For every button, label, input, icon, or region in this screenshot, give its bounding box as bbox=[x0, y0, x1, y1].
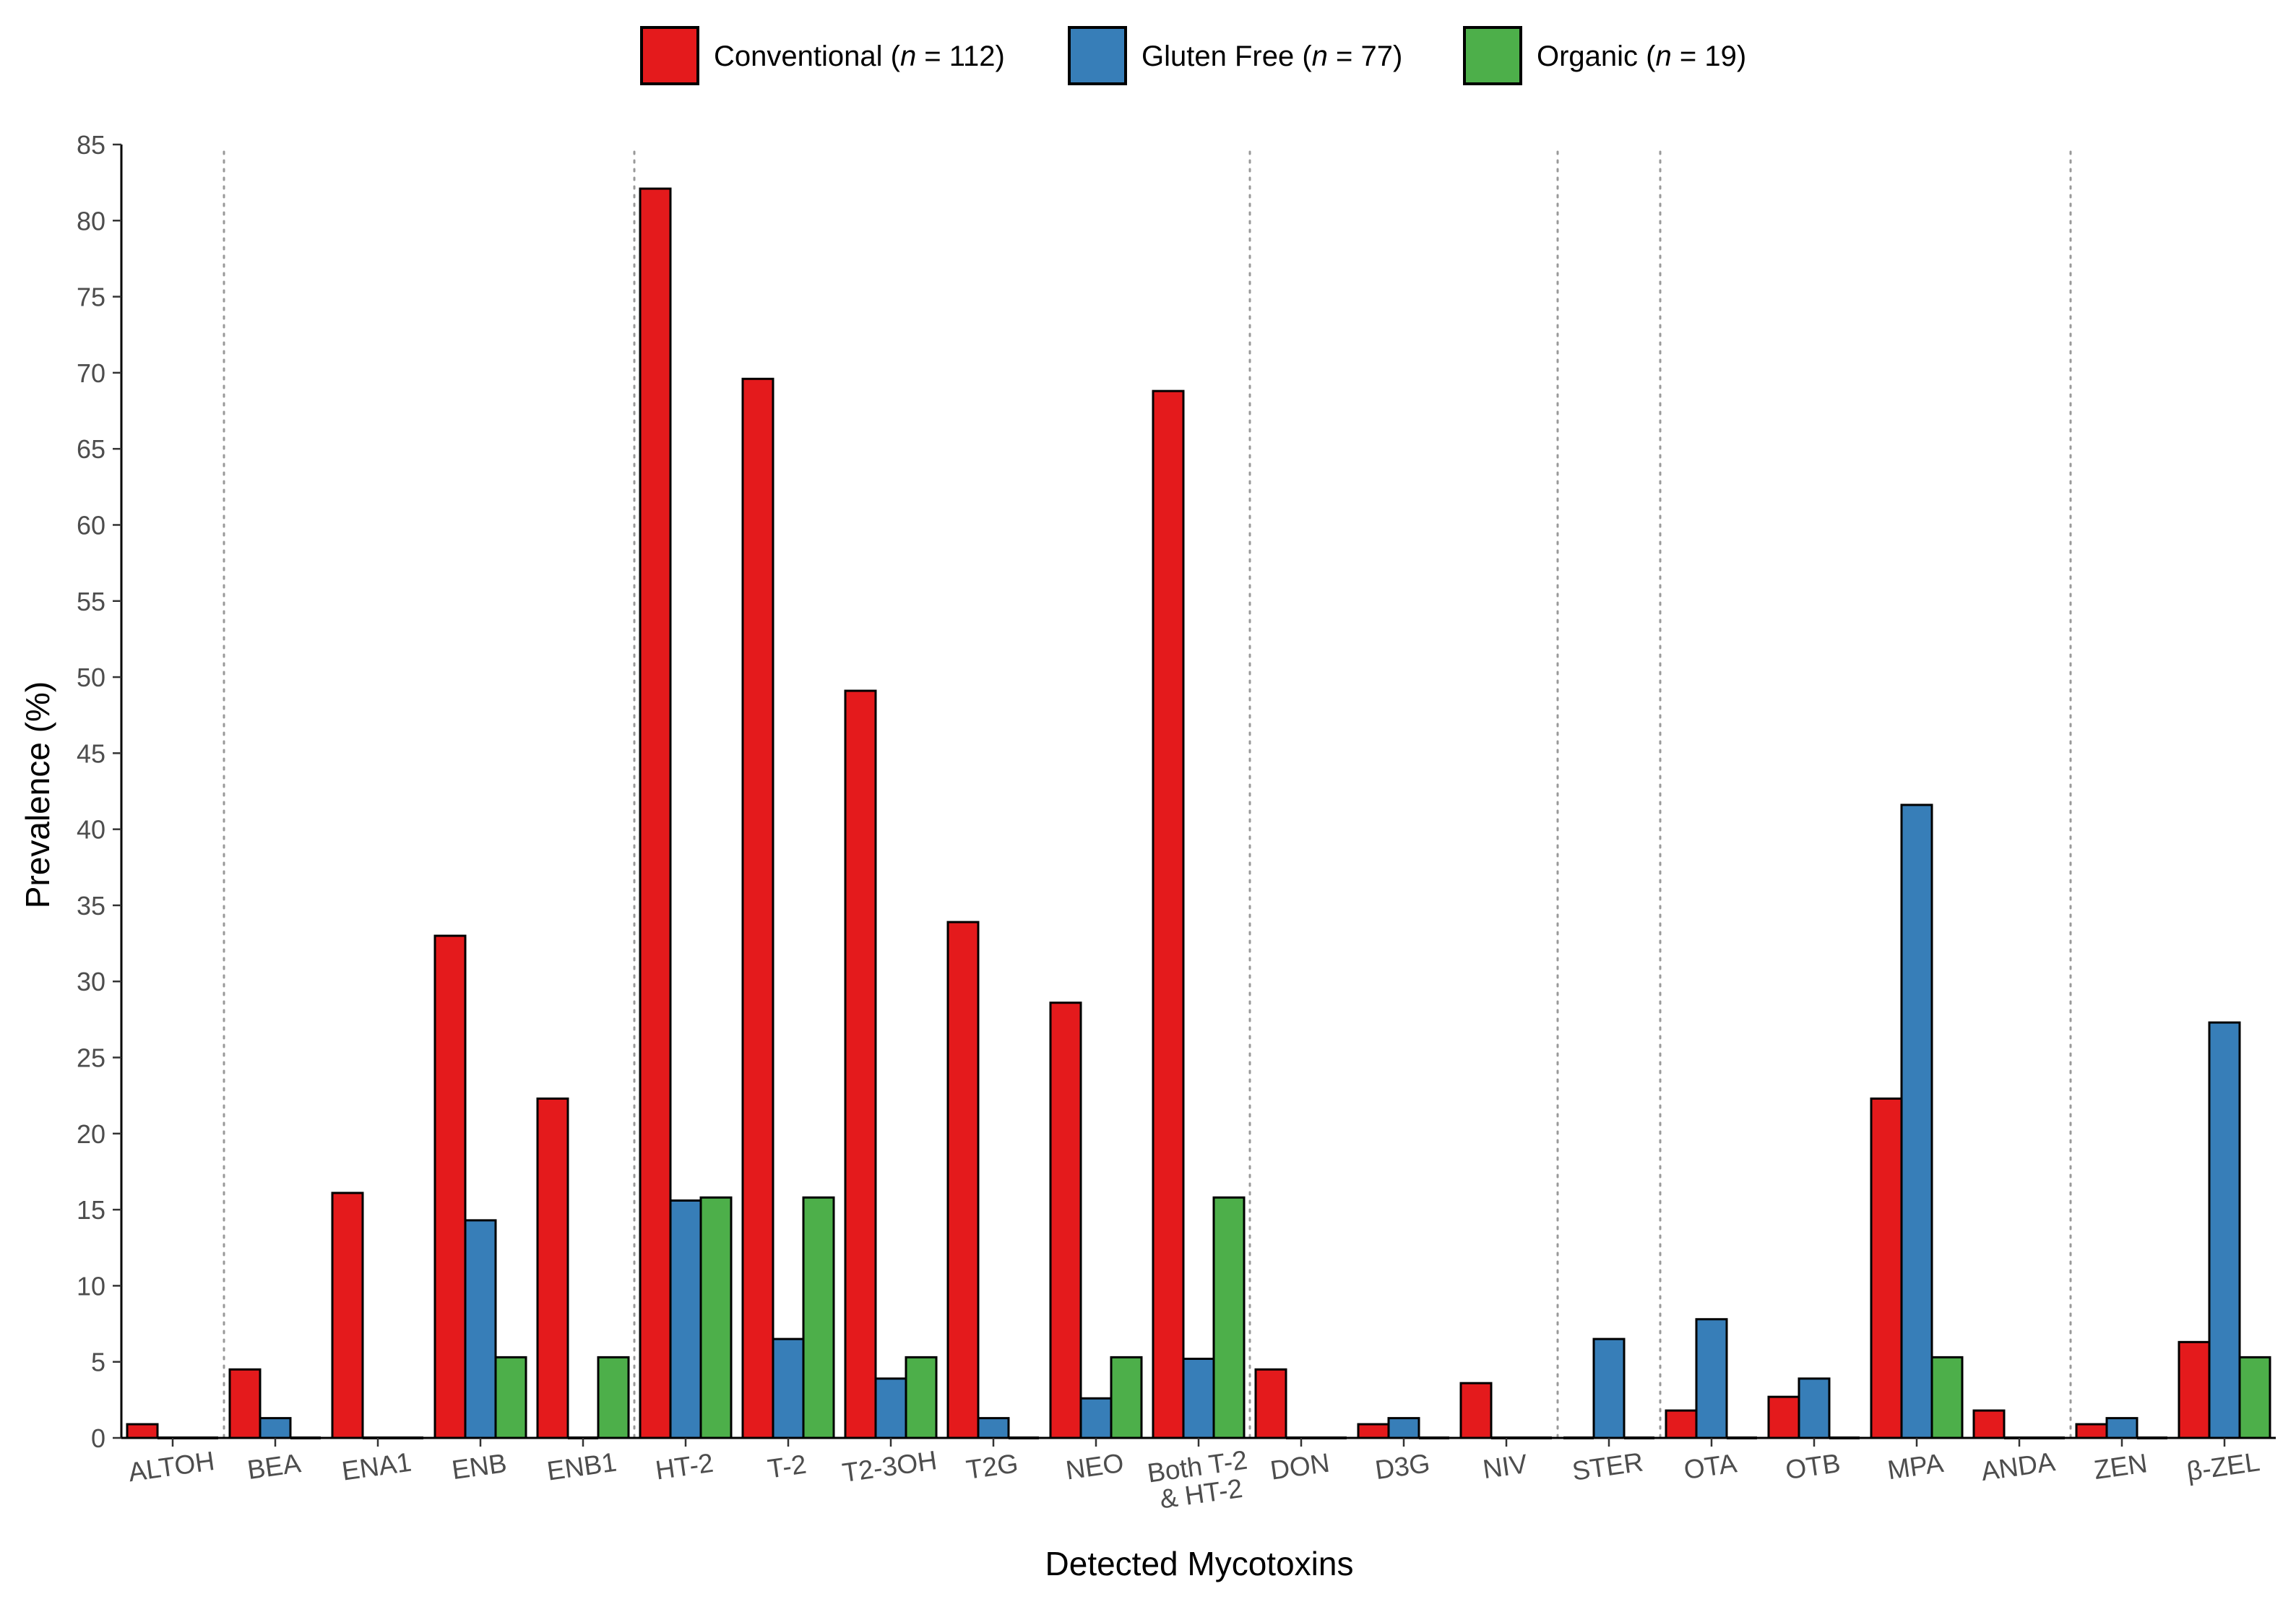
x-tick-label: NIV bbox=[1481, 1449, 1529, 1484]
y-tick-label: 30 bbox=[77, 967, 105, 996]
bar-conventional bbox=[1870, 1097, 1903, 1439]
legend: Conventional (n = 112) Gluten Free (n = 7… bbox=[640, 26, 1746, 85]
bar-organic bbox=[494, 1356, 527, 1439]
bar-conventional bbox=[331, 1192, 364, 1439]
bars bbox=[126, 187, 2271, 1439]
y-tick-label: 50 bbox=[77, 663, 105, 692]
bar-organic bbox=[699, 1196, 733, 1439]
x-tick-label: T-2 bbox=[766, 1449, 808, 1484]
y-tick-label: 70 bbox=[77, 358, 105, 388]
bar-conventional bbox=[741, 377, 774, 1439]
y-tick-label: 45 bbox=[77, 738, 105, 768]
x-tick-label: MPA bbox=[1886, 1448, 1946, 1485]
y-tick-label: 60 bbox=[77, 510, 105, 540]
bar-conventional bbox=[946, 921, 980, 1439]
y-tick-label: 40 bbox=[77, 815, 105, 845]
x-axis-title: Detected Mycotoxins bbox=[1045, 1545, 1354, 1582]
x-tick-label: T2G bbox=[964, 1448, 1020, 1485]
y-tick-label: 85 bbox=[77, 130, 105, 160]
bar-organic bbox=[1212, 1196, 1246, 1439]
x-tick-label: ENB1 bbox=[545, 1447, 618, 1486]
bar-gluten-free bbox=[977, 1417, 1010, 1439]
bar-gluten-free bbox=[2105, 1417, 2139, 1439]
y-tick-label: 0 bbox=[91, 1423, 105, 1453]
bar-gluten-free bbox=[772, 1337, 805, 1439]
bar-gluten-free bbox=[464, 1219, 497, 1439]
legend-swatch-gluten-free bbox=[1068, 26, 1127, 85]
x-tick-label: D3G bbox=[1373, 1448, 1432, 1485]
y-tick-label: 5 bbox=[91, 1348, 105, 1377]
bar-conventional bbox=[1665, 1409, 1698, 1439]
bar-organic bbox=[1930, 1356, 1964, 1439]
y-tick-label: 35 bbox=[77, 891, 105, 921]
x-tick-label: DON bbox=[1269, 1448, 1332, 1486]
bar-conventional bbox=[126, 1423, 159, 1439]
bar-conventional bbox=[1767, 1395, 1800, 1439]
y-axis: 0 5 10 15 20 25 30 35 40 45 50 55 60 65 70 75 80 85 bbox=[77, 130, 123, 1453]
bar-conventional bbox=[1972, 1409, 2006, 1439]
bar-conventional bbox=[433, 934, 467, 1439]
bar-gluten-free bbox=[1387, 1417, 1420, 1439]
y-tick-label: 10 bbox=[77, 1271, 105, 1301]
bar-gluten-free bbox=[259, 1417, 292, 1439]
x-tick-label: ZEN bbox=[2092, 1448, 2149, 1485]
bar-conventional bbox=[228, 1368, 262, 1439]
bar-organic bbox=[1110, 1356, 1143, 1439]
bar-gluten-free bbox=[2208, 1021, 2241, 1439]
legend-label: Conventional (n = 112) bbox=[714, 40, 1005, 72]
y-tick-label: 55 bbox=[77, 587, 105, 616]
bar-conventional bbox=[536, 1097, 569, 1439]
x-tick-label: BEA bbox=[246, 1448, 303, 1485]
y-tick-label: 80 bbox=[77, 206, 105, 236]
bar-conventional bbox=[844, 689, 877, 1439]
x-tick-label: ENB bbox=[450, 1448, 509, 1485]
x-tick-label: Both T-2& HT-2 bbox=[1145, 1445, 1253, 1516]
x-tick-label: OTB bbox=[1784, 1448, 1842, 1485]
y-axis-title: Prevalence (%) bbox=[19, 681, 56, 908]
x-tick-label: β-ZEL bbox=[2185, 1447, 2261, 1486]
y-tick-label: 25 bbox=[77, 1043, 105, 1073]
bar-gluten-free bbox=[1900, 804, 1933, 1439]
y-tick-label: 65 bbox=[77, 434, 105, 464]
bar-gluten-free bbox=[1695, 1318, 1728, 1439]
x-tick-label: HT-2 bbox=[654, 1448, 715, 1486]
y-tick-label: 20 bbox=[77, 1119, 105, 1149]
legend-swatch-conventional bbox=[640, 26, 699, 85]
x-tick-label: ANDA bbox=[1980, 1447, 2058, 1486]
x-axis: ALTOH BEA ENA1 ENB ENB1 HT-2 T-2 T2-3OH T2G NEO Bo… bbox=[121, 1436, 2276, 1516]
bar-gluten-free bbox=[1182, 1357, 1215, 1439]
bar-conventional bbox=[1049, 1001, 1082, 1439]
x-tick-label: NEO bbox=[1064, 1448, 1126, 1486]
bar-conventional bbox=[639, 187, 672, 1439]
y-tick-label: 75 bbox=[77, 283, 105, 312]
y-tick-label: 15 bbox=[77, 1195, 105, 1225]
x-tick-label: OTA bbox=[1682, 1448, 1739, 1485]
bar-gluten-free bbox=[874, 1377, 907, 1439]
legend-swatch-organic bbox=[1463, 26, 1522, 85]
bar-gluten-free bbox=[1079, 1397, 1113, 1439]
bar-conventional bbox=[1152, 389, 1185, 1439]
bar-organic bbox=[905, 1356, 938, 1439]
x-tick-label: STER bbox=[1571, 1447, 1645, 1486]
bar-conventional bbox=[1357, 1423, 1390, 1439]
bar-conventional bbox=[1254, 1368, 1287, 1439]
bar-organic bbox=[2238, 1356, 2271, 1439]
bar-organic bbox=[802, 1196, 835, 1439]
bar-organic bbox=[597, 1356, 630, 1439]
x-tick-label: ENA1 bbox=[340, 1447, 413, 1486]
bar-gluten-free bbox=[1797, 1377, 1831, 1439]
x-tick-label: ALTOH bbox=[126, 1446, 216, 1487]
legend-label: Gluten Free (n = 77) bbox=[1141, 40, 1402, 72]
bar-conventional bbox=[2178, 1340, 2211, 1439]
bar-gluten-free bbox=[669, 1199, 702, 1439]
group-separators bbox=[223, 150, 2072, 1439]
bar-gluten-free bbox=[1592, 1337, 1626, 1439]
bar-conventional bbox=[1459, 1382, 1493, 1439]
legend-label: Organic (n = 19) bbox=[1537, 40, 1746, 72]
bar-conventional bbox=[2075, 1423, 2108, 1439]
x-tick-label: T2-3OH bbox=[840, 1445, 938, 1488]
